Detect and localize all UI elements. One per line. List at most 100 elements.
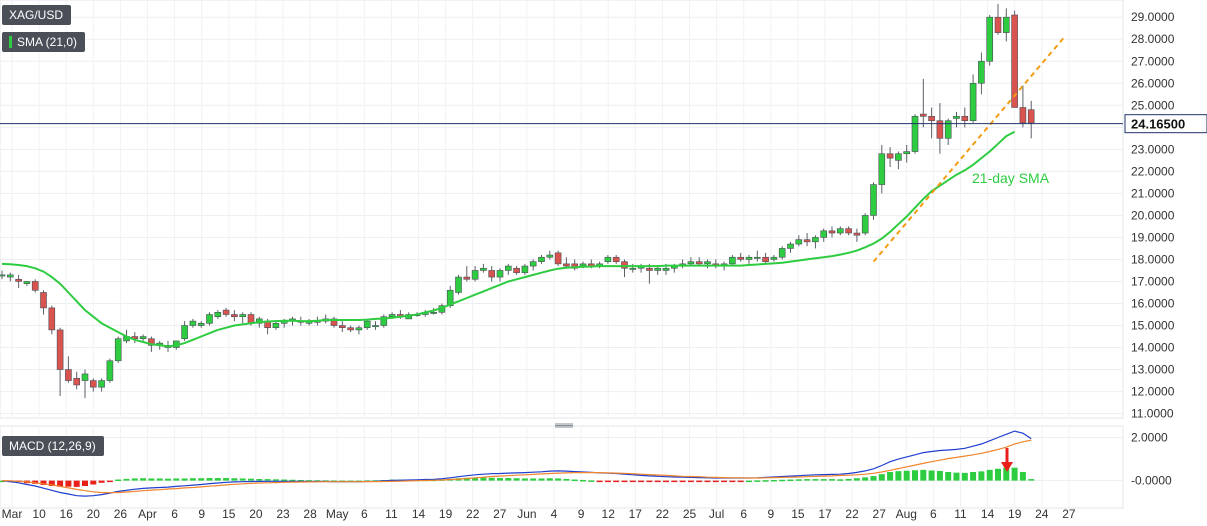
macd-histogram-bar bbox=[82, 480, 88, 486]
candle-body bbox=[1019, 107, 1027, 124]
candle bbox=[778, 246, 786, 260]
candle-body bbox=[372, 325, 379, 328]
x-tick-label: 25 bbox=[683, 507, 697, 521]
macd-histogram-bar bbox=[696, 480, 703, 483]
candle-body bbox=[504, 265, 512, 271]
x-tick-label: 26 bbox=[114, 507, 128, 521]
macd-histogram-bar bbox=[920, 469, 927, 481]
price-tick-label: 19.0000 bbox=[1131, 230, 1175, 244]
candle bbox=[563, 257, 570, 269]
x-tick-label: Aug bbox=[896, 507, 917, 521]
macd-histogram-bar bbox=[1019, 472, 1026, 481]
candle-body bbox=[936, 120, 944, 139]
candle-body bbox=[812, 237, 819, 243]
macd-histogram-bar bbox=[131, 478, 138, 481]
macd-histogram-bar bbox=[986, 469, 993, 481]
candle-body bbox=[911, 116, 919, 152]
x-tick-label: 15 bbox=[791, 507, 805, 521]
candle-body bbox=[90, 380, 97, 388]
x-tick-label: 6 bbox=[361, 507, 368, 521]
candle-body bbox=[953, 116, 960, 119]
sma-legend[interactable]: SMA (21,0) bbox=[2, 32, 86, 52]
macd-histogram-bar bbox=[546, 478, 553, 481]
macd-histogram-bar bbox=[903, 470, 910, 481]
x-tick-label: Mar bbox=[2, 507, 23, 521]
macd-histogram-bar bbox=[189, 478, 196, 481]
macd-histogram-bar bbox=[530, 478, 537, 481]
candle bbox=[828, 226, 836, 238]
macd-histogram-bar bbox=[198, 478, 205, 481]
macd-histogram-bar bbox=[231, 478, 238, 481]
macd-histogram-bar bbox=[223, 478, 230, 481]
candle-body bbox=[745, 256, 753, 260]
candle-body bbox=[148, 338, 155, 346]
candle bbox=[0, 270, 6, 280]
candle-body bbox=[845, 228, 852, 234]
macd-histogram-bar bbox=[472, 477, 479, 481]
candle-body bbox=[704, 261, 711, 265]
candle bbox=[986, 15, 994, 66]
macd-histogram-bar bbox=[580, 479, 586, 482]
price-tick-label: 26.0000 bbox=[1131, 76, 1175, 90]
candle-body bbox=[729, 256, 736, 265]
candle bbox=[197, 321, 205, 328]
candle bbox=[513, 266, 520, 275]
candle bbox=[836, 226, 844, 236]
candle bbox=[81, 369, 89, 399]
candle bbox=[380, 314, 388, 328]
candle bbox=[338, 321, 346, 333]
candle bbox=[895, 151, 902, 170]
macd-histogram-bar bbox=[538, 478, 545, 481]
candle bbox=[953, 111, 960, 128]
price-tick-label: 15.0000 bbox=[1131, 319, 1175, 333]
candle-body bbox=[338, 325, 346, 329]
candle-body bbox=[56, 329, 64, 370]
macd-histogram-bar bbox=[671, 480, 678, 483]
symbol-legend[interactable]: XAG/USD bbox=[2, 5, 72, 25]
macd-histogram-bar bbox=[978, 471, 985, 481]
candle bbox=[704, 259, 711, 269]
candle-body bbox=[330, 318, 338, 326]
candle bbox=[98, 378, 105, 392]
price-panel bbox=[0, 0, 1124, 419]
macd-histogram-bar bbox=[679, 480, 686, 483]
price-tick-label: 14.0000 bbox=[1131, 341, 1175, 355]
candle-body bbox=[803, 239, 811, 243]
macd-histogram-bar bbox=[256, 479, 263, 481]
macd-histogram-bar bbox=[829, 479, 835, 481]
macd-histogram-bar bbox=[712, 480, 719, 483]
macd-histogram-bar bbox=[762, 480, 769, 482]
macd-histogram-bar bbox=[148, 478, 155, 481]
macd-histogram-bar bbox=[289, 479, 296, 482]
macd-histogram-bar bbox=[953, 472, 960, 481]
candle-body bbox=[944, 120, 952, 139]
macd-histogram-bar bbox=[961, 472, 968, 481]
macd-tick-label: 2.0000 bbox=[1131, 431, 1168, 445]
candle-body bbox=[31, 281, 39, 291]
candle bbox=[795, 235, 803, 247]
candle bbox=[372, 321, 379, 330]
candle bbox=[936, 103, 944, 154]
candle-body bbox=[870, 184, 877, 216]
candle bbox=[7, 272, 14, 282]
candle bbox=[239, 312, 246, 324]
x-tick-label: 27 bbox=[873, 507, 887, 521]
price-tick-label: 16.0000 bbox=[1131, 296, 1175, 310]
down-arrow-head-icon bbox=[1001, 462, 1013, 472]
macd-legend[interactable]: MACD (12,26,9) bbox=[2, 436, 104, 456]
candle-body bbox=[978, 60, 985, 84]
price-tick-label: 25.0000 bbox=[1131, 98, 1175, 112]
macd-histogram-bar bbox=[140, 478, 147, 481]
candle bbox=[870, 182, 877, 220]
candle-body bbox=[853, 232, 861, 236]
candle-body bbox=[778, 248, 786, 258]
macd-histogram-bar bbox=[663, 480, 669, 483]
candle-body bbox=[629, 267, 637, 270]
macd-histogram-bar bbox=[281, 479, 288, 482]
candle bbox=[65, 356, 72, 383]
candle bbox=[745, 255, 753, 264]
current-price-tag bbox=[1124, 114, 1207, 134]
price-tick-label: 17.0000 bbox=[1131, 274, 1175, 288]
macd-histogram-bar bbox=[746, 480, 752, 483]
